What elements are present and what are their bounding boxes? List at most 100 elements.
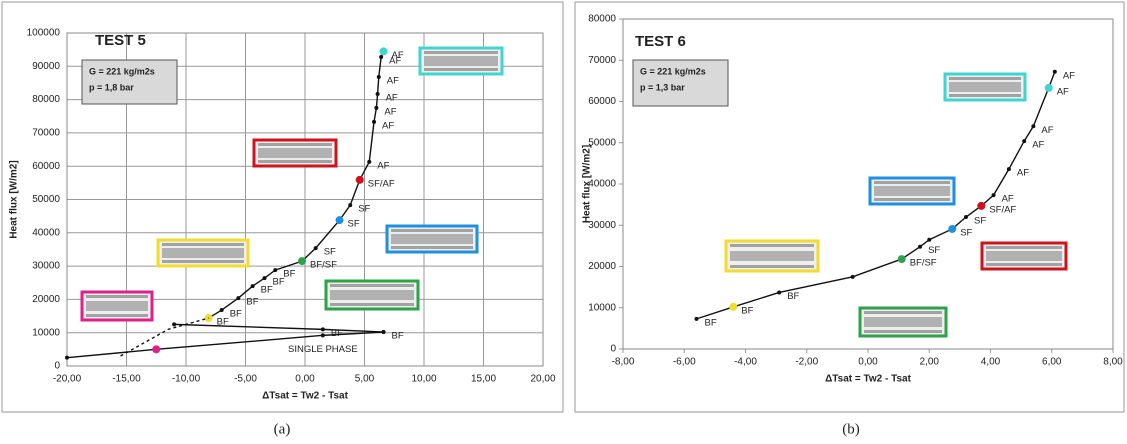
image-content xyxy=(162,243,244,246)
data-point xyxy=(262,276,267,281)
point-label: AF xyxy=(384,106,396,117)
y-tick-label: 70000 xyxy=(32,128,60,139)
image-content xyxy=(424,56,498,66)
point-label: SF xyxy=(324,247,336,258)
chart-title: TEST 6 xyxy=(635,33,686,50)
chart-panel: -20,00 -15,00 -10,00 -5,00 0,00 5,00 10,00 15,0… xyxy=(1,1,564,437)
x-tick-label: -20,00 xyxy=(53,374,82,385)
point-label: AF xyxy=(1017,168,1029,179)
image-content xyxy=(330,290,414,300)
y-tick-label: 30000 xyxy=(32,261,60,272)
image-content xyxy=(86,295,148,298)
x-tick-label: 2,00 xyxy=(920,357,940,368)
plot-frame xyxy=(622,18,1114,350)
data-point xyxy=(172,322,177,327)
caption: (a) xyxy=(274,421,291,437)
x-tick-label: -6,00 xyxy=(673,357,696,368)
data-point xyxy=(355,175,364,184)
data-point xyxy=(374,105,379,110)
image-content xyxy=(730,251,814,261)
point-label: BF xyxy=(273,277,285,288)
image-content xyxy=(986,263,1062,266)
data-point xyxy=(777,290,782,295)
y-axis-label: Heat flux [W/m2] xyxy=(582,145,593,223)
x-tick-label: 15,00 xyxy=(471,374,496,385)
point-label: SF xyxy=(960,227,972,238)
point-label: SF/AF xyxy=(368,178,395,189)
image-content xyxy=(86,301,148,311)
data-point xyxy=(367,159,372,164)
x-tick-label: -4,00 xyxy=(734,357,757,368)
image-content xyxy=(258,143,332,146)
data-point xyxy=(1044,83,1053,92)
chart-panel: -8,00 -6,00 -4,00 -2,00 0,00 2,00 4,00 6,00 8,00… xyxy=(574,1,1125,437)
y-tick-label: 40000 xyxy=(32,227,60,238)
data-point xyxy=(1006,167,1011,172)
x-tick-label: -5,00 xyxy=(234,374,257,385)
point-label: BF xyxy=(217,317,229,328)
data-line xyxy=(120,317,209,357)
image-content xyxy=(949,82,1021,92)
data-point xyxy=(313,246,318,251)
data-point xyxy=(335,216,344,225)
info-text: p = 1,3 bar xyxy=(640,82,685,92)
info-text: G = 221 kg/m2s xyxy=(640,66,706,76)
point-label: BF xyxy=(705,317,717,328)
image-content xyxy=(391,234,473,244)
plot-frame xyxy=(66,32,544,367)
data-point xyxy=(948,224,957,233)
y-tick-label: 10000 xyxy=(32,327,60,338)
y-tick-label: 80000 xyxy=(32,94,60,105)
point-label: BF xyxy=(246,297,258,308)
data-point xyxy=(918,244,923,249)
image-content xyxy=(330,303,414,306)
point-label: BF xyxy=(283,269,295,280)
data-point xyxy=(219,308,224,313)
y-tick-label: 100000 xyxy=(27,28,61,39)
point-label: BF xyxy=(261,285,273,296)
image-content xyxy=(258,160,332,163)
x-tick-label: 10,00 xyxy=(411,374,436,385)
data-point xyxy=(152,345,161,354)
image-content xyxy=(730,244,814,247)
info-box xyxy=(632,59,729,107)
data-point xyxy=(850,274,855,279)
y-tick-label: 70000 xyxy=(588,55,616,66)
y-tick-label: 30000 xyxy=(588,220,616,231)
image-content xyxy=(986,246,1062,249)
point-label: AF xyxy=(377,160,389,171)
data-point xyxy=(991,193,996,198)
data-point xyxy=(381,330,386,335)
data-point xyxy=(320,327,325,332)
x-tick-label: -10,00 xyxy=(172,374,201,385)
point-label: SF/AF xyxy=(989,204,1016,215)
x-tick-label: 0,00 xyxy=(295,374,315,385)
data-point xyxy=(298,257,307,266)
x-tick-label: -8,00 xyxy=(612,357,635,368)
image-content xyxy=(864,311,942,314)
y-tick-label: 10000 xyxy=(588,302,616,313)
data-point xyxy=(375,91,380,96)
point-label: SF xyxy=(974,216,986,227)
x-tick-label: -2,00 xyxy=(795,357,818,368)
y-tick-label: 50000 xyxy=(32,194,60,205)
image-content xyxy=(424,68,498,71)
x-tick-label: -15,00 xyxy=(112,374,141,385)
data-point xyxy=(372,119,377,124)
data-point xyxy=(977,201,986,210)
point-label: AF xyxy=(386,92,398,103)
data-point xyxy=(376,74,381,79)
point-label: BF xyxy=(787,291,799,302)
image-content xyxy=(874,198,950,201)
point-label: AF xyxy=(1057,86,1069,97)
image-content xyxy=(330,284,414,287)
point-label: BF/SF xyxy=(310,260,337,271)
caption: (b) xyxy=(842,421,860,437)
image-content xyxy=(864,317,942,327)
image-content xyxy=(874,186,950,196)
data-point xyxy=(1052,69,1057,74)
y-tick-label: 20000 xyxy=(32,294,60,305)
point-label: AF xyxy=(382,120,394,131)
